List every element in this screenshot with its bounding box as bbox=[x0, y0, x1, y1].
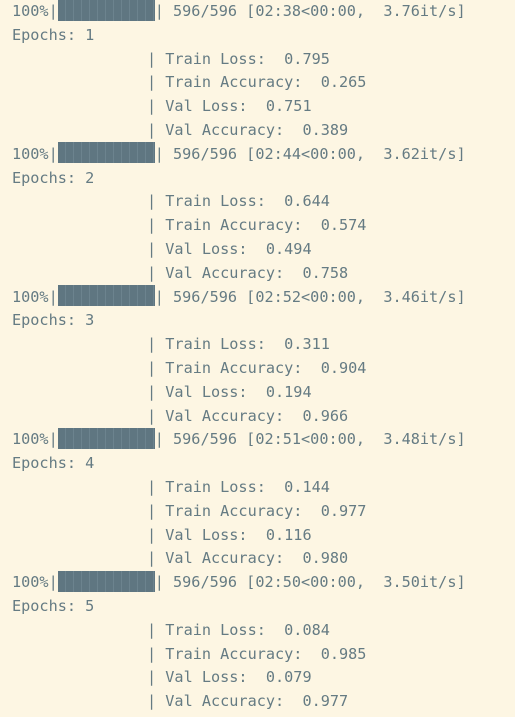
progress-line: 100%| | 596/596 [02:51<00:00, 3.48it/s] bbox=[12, 427, 466, 452]
progress-percent: 100% bbox=[12, 2, 49, 20]
val-loss-line: | Val Loss: 0.751 bbox=[147, 97, 312, 116]
progress-stats: | 596/596 [02:44<00:00, 3.62it/s] bbox=[154, 144, 466, 163]
progress-line: 100%| | 596/596 [02:50<00:00, 3.50it/s] bbox=[12, 570, 466, 595]
train-loss-line: | Train Loss: 0.795 bbox=[147, 49, 330, 68]
val-accuracy-line: | Val Accuracy: 0.758 bbox=[147, 263, 349, 282]
progress-bar-left-border: | bbox=[48, 2, 58, 20]
progress-percent: 100% bbox=[12, 573, 49, 592]
train-loss-line: | Train Loss: 0.311 bbox=[147, 335, 330, 354]
progress-bar bbox=[57, 570, 155, 592]
progress-stats: | 596/596 [02:51<00:00, 3.48it/s] bbox=[154, 430, 466, 449]
epoch-label: Epochs: 2 bbox=[12, 168, 95, 187]
train-accuracy-line: | Train Accuracy: 0.977 bbox=[147, 501, 367, 520]
epoch-label: Epochs: 3 bbox=[12, 311, 95, 330]
val-loss-line: | Val Loss: 0.079 bbox=[147, 668, 312, 687]
val-loss-line: | Val Loss: 0.194 bbox=[147, 382, 312, 401]
val-accuracy-line: | Val Accuracy: 0.980 bbox=[147, 549, 349, 568]
progress-stats: | 596/596 [02:38<00:00, 3.76it/s] bbox=[154, 2, 466, 20]
epoch-label: Epochs: 1 bbox=[12, 25, 95, 44]
progress-line: 100%| | 596/596 [02:38<00:00, 3.76it/s] bbox=[12, 0, 466, 24]
progress-bar-left-border: | bbox=[48, 144, 58, 163]
val-loss-line: | Val Loss: 0.494 bbox=[147, 240, 312, 258]
val-accuracy-line: | Val Accuracy: 0.966 bbox=[147, 406, 349, 425]
train-loss-line: | Train Loss: 0.644 bbox=[147, 192, 330, 211]
progress-stats: | 596/596 [02:50<00:00, 3.50it/s] bbox=[154, 573, 466, 592]
train-accuracy-line: | Train Accuracy: 0.265 bbox=[147, 73, 367, 92]
epoch-label: Epochs: 5 bbox=[12, 597, 95, 615]
progress-bar bbox=[57, 285, 155, 307]
progress-bar-left-border: | bbox=[48, 573, 58, 592]
progress-bar-left-border: | bbox=[48, 430, 58, 449]
progress-line: 100%| | 596/596 [02:52<00:00, 3.46it/s] bbox=[12, 285, 466, 310]
train-accuracy-line: | Train Accuracy: 0.904 bbox=[147, 359, 367, 377]
progress-bar-left-border: | bbox=[48, 287, 58, 306]
progress-percent: 100% bbox=[12, 287, 49, 306]
progress-percent: 100% bbox=[12, 144, 49, 163]
train-loss-line: | Train Loss: 0.144 bbox=[147, 478, 330, 496]
progress-stats: | 596/596 [02:52<00:00, 3.46it/s] bbox=[154, 287, 466, 306]
train-loss-line: | Train Loss: 0.084 bbox=[147, 620, 330, 639]
progress-bar bbox=[57, 427, 155, 449]
progress-percent: 100% bbox=[12, 430, 49, 449]
val-loss-line: | Val Loss: 0.116 bbox=[147, 525, 312, 544]
progress-bar bbox=[57, 0, 155, 21]
train-accuracy-line: | Train Accuracy: 0.574 bbox=[147, 216, 367, 235]
val-accuracy-line: | Val Accuracy: 0.389 bbox=[147, 121, 349, 139]
progress-line: 100%| | 596/596 [02:44<00:00, 3.62it/s] bbox=[12, 142, 466, 167]
val-accuracy-line: | Val Accuracy: 0.977 bbox=[147, 692, 349, 711]
train-accuracy-line: | Train Accuracy: 0.985 bbox=[147, 644, 367, 663]
epoch-label: Epochs: 4 bbox=[12, 454, 95, 473]
progress-bar bbox=[57, 142, 155, 164]
